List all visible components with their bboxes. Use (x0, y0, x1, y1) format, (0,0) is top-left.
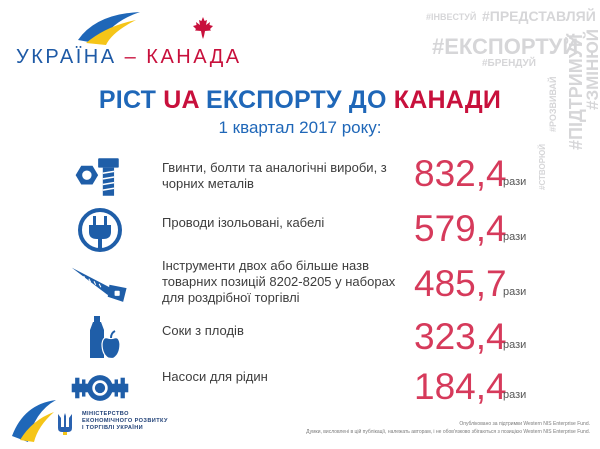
row-label: Гвинти, болти та аналогічні вироби, з чо… (162, 160, 387, 191)
list-item: Насоси для рідин 184,4 рази (0, 363, 600, 413)
logo-country-ukraine: УКРАЇНА (16, 46, 117, 68)
logo-text: УКРАЇНА – КАНАДА (16, 46, 242, 69)
row-label: Інструменти двох або більше назв товарни… (162, 258, 396, 305)
hashtag-brand: #БРЕНДУЙ (482, 58, 536, 69)
juice-apple-icon (70, 313, 130, 363)
ministry-line: МІНІСТЕРСТВО (82, 411, 129, 417)
row-value: 579,4 (414, 208, 507, 249)
pump-icon (70, 363, 130, 413)
row-unit: рази (503, 231, 527, 243)
row-value: 323,4 (414, 316, 507, 357)
title-part-3: ЕКСПОРТУ ДО (198, 86, 394, 114)
ribbon-icon (78, 12, 140, 45)
row-unit: рази (503, 176, 527, 188)
maple-leaf-icon (193, 17, 213, 39)
row-unit: рази (503, 286, 527, 298)
ministry-line: І ТОРГІВЛІ УКРАЇНИ (82, 425, 144, 431)
hashtag-export: #ЕКСПОРТУЙ (432, 34, 579, 59)
footer-disclaimer: Опубліковано за підтримки Western NIS En… (306, 420, 590, 436)
hashtag-cloud: #ІНВЕСТУЙ #ПРЕДСТАВЛЯЙ #ЕКСПОРТУЙ #БРЕНД… (420, 0, 600, 449)
bolt-nut-icon (70, 152, 130, 202)
hashtag-represent: #ПРЕДСТАВЛЯЙ (482, 8, 596, 24)
title-part-canada: КАНАДИ (393, 86, 502, 114)
row-label: Соки з плодів (162, 323, 244, 338)
row-unit: рази (503, 339, 527, 351)
ministry-line: ЕКОНОМІЧНОГО РОЗВИТКУ (82, 418, 168, 424)
logo-country-canada: КАНАДА (146, 46, 242, 68)
ribbon-icon (12, 400, 56, 442)
list-item: Проводи ізольовані, кабелі 579,4 рази (0, 205, 600, 255)
trident-icon (58, 413, 72, 435)
row-label: Насоси для рідин (162, 369, 268, 384)
list-item: Гвинти, болти та аналогічні вироби, з чо… (0, 152, 600, 202)
row-unit: рази (503, 389, 527, 401)
saw-icon (70, 258, 130, 308)
row-label: Проводи ізольовані, кабелі (162, 215, 325, 230)
page-title: РІСТ UA ЕКСПОРТУ ДО КАНАДИ (0, 86, 600, 115)
title-part-ua: UA (163, 86, 199, 114)
row-value: 832,4 (414, 153, 507, 194)
row-value: 184,4 (414, 366, 507, 407)
title-part-1: РІСТ (98, 86, 164, 114)
row-value: 485,7 (414, 263, 507, 304)
ukraine-canada-logo: УКРАЇНА – КАНАДА (16, 10, 256, 72)
list-item: Соки з плодів 323,4 рази (0, 313, 600, 363)
logo-dash: – (124, 46, 139, 68)
page-subtitle: 1 квартал 2017 року: (218, 118, 382, 137)
list-item: Інструменти двох або більше назв товарни… (0, 258, 600, 308)
ministry-name: МІНІСТЕРСТВО ЕКОНОМІЧНОГО РОЗВИТКУ І ТОР… (82, 411, 168, 432)
hashtag-invest: #ІНВЕСТУЙ (426, 12, 477, 22)
plug-icon (70, 205, 130, 255)
disclaimer-line: Опубліковано за підтримки Western NIS En… (459, 421, 590, 427)
disclaimer-line: Думки, висловлені в цій публікації, нале… (306, 429, 590, 435)
